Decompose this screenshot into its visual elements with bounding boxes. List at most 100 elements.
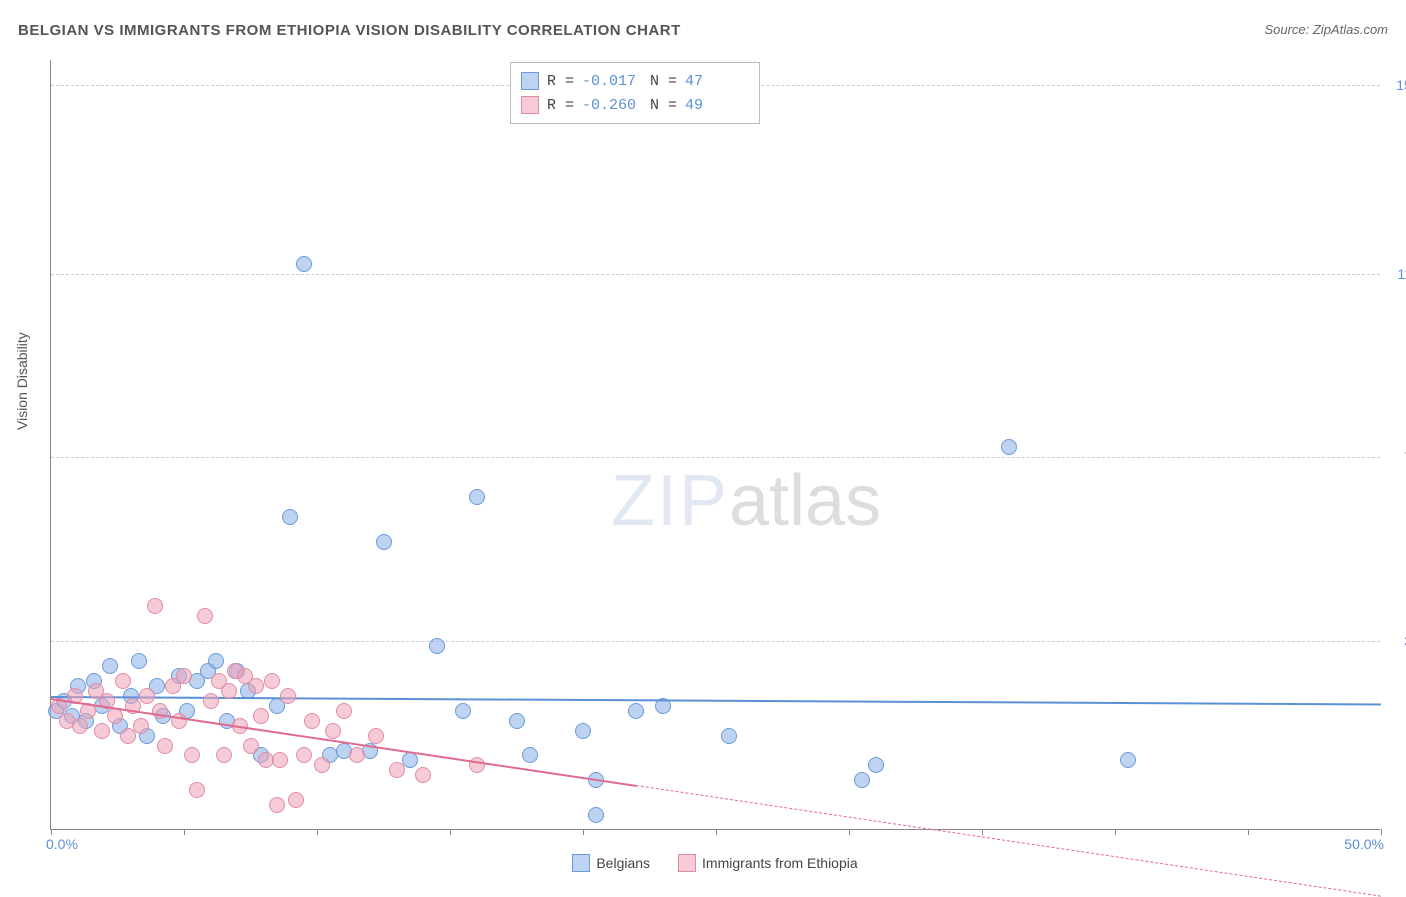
x-tick-mark: [450, 829, 451, 835]
data-point-belgians: [131, 653, 147, 669]
n-label: N =: [650, 97, 677, 114]
data-point-belgians: [628, 703, 644, 719]
x-tick-mark: [317, 829, 318, 835]
x-tick-mark: [583, 829, 584, 835]
data-point-belgians: [509, 713, 525, 729]
data-point-ethiopia: [272, 752, 288, 768]
legend-swatch: [678, 854, 696, 872]
data-point-belgians: [455, 703, 471, 719]
legend-swatch: [572, 854, 590, 872]
x-tick-mark: [184, 829, 185, 835]
data-point-ethiopia: [184, 747, 200, 763]
data-point-belgians: [282, 509, 298, 525]
data-point-ethiopia: [139, 688, 155, 704]
legend-item-ethiopia: Immigrants from Ethiopia: [678, 854, 858, 872]
data-point-ethiopia: [94, 723, 110, 739]
data-point-belgians: [575, 723, 591, 739]
x-tick-mark: [849, 829, 850, 835]
legend-swatch: [521, 72, 539, 90]
data-point-ethiopia: [147, 598, 163, 614]
data-point-ethiopia: [115, 673, 131, 689]
data-point-ethiopia: [288, 792, 304, 808]
data-point-ethiopia: [171, 713, 187, 729]
r-label: R =: [547, 97, 574, 114]
data-point-belgians: [721, 728, 737, 744]
data-point-belgians: [1120, 752, 1136, 768]
data-point-belgians: [208, 653, 224, 669]
legend-label: Belgians: [596, 855, 650, 871]
r-value: -0.260: [582, 97, 642, 114]
data-point-ethiopia: [72, 718, 88, 734]
chart-container: BELGIAN VS IMMIGRANTS FROM ETHIOPIA VISI…: [0, 0, 1406, 892]
title-row: BELGIAN VS IMMIGRANTS FROM ETHIOPIA VISI…: [18, 22, 1388, 46]
plot-area: ZIPatlas 3.8%7.5%11.2%15.0%: [50, 60, 1380, 830]
grid-line: [51, 274, 1380, 275]
data-point-ethiopia: [133, 718, 149, 734]
x-axis-labels: 0.0% 50.0%: [50, 836, 1380, 856]
legend-label: Immigrants from Ethiopia: [702, 855, 858, 871]
legend-item-belgians: Belgians: [572, 854, 650, 872]
x-tick-mark: [1248, 829, 1249, 835]
data-point-ethiopia: [203, 693, 219, 709]
data-point-ethiopia: [415, 767, 431, 783]
data-point-ethiopia: [389, 762, 405, 778]
x-tick-end: 50.0%: [1344, 836, 1384, 852]
n-value: 47: [685, 73, 745, 90]
n-label: N =: [650, 73, 677, 90]
stats-row-ethiopia: R = -0.260 N = 49: [521, 93, 745, 117]
data-point-belgians: [1001, 439, 1017, 455]
n-value: 49: [685, 97, 745, 114]
data-point-ethiopia: [264, 673, 280, 689]
data-point-ethiopia: [248, 678, 264, 694]
data-point-ethiopia: [189, 782, 205, 798]
data-point-ethiopia: [253, 708, 269, 724]
data-point-ethiopia: [280, 688, 296, 704]
y-axis-label: Vision Disability: [14, 332, 30, 430]
data-point-belgians: [588, 807, 604, 823]
r-label: R =: [547, 73, 574, 90]
data-point-belgians: [296, 256, 312, 272]
data-point-ethiopia: [325, 723, 341, 739]
y-tick-label: 11.2%: [1397, 266, 1406, 282]
grid-line: [51, 457, 1380, 458]
trend-line-belgians: [51, 696, 1381, 705]
data-point-ethiopia: [349, 747, 365, 763]
data-point-ethiopia: [221, 683, 237, 699]
watermark-zip: ZIP: [611, 461, 729, 541]
data-point-ethiopia: [197, 608, 213, 624]
r-value: -0.017: [582, 73, 642, 90]
stats-row-belgians: R = -0.017 N = 47: [521, 69, 745, 93]
watermark: ZIPatlas: [611, 460, 881, 542]
source-label: Source: ZipAtlas.com: [1264, 22, 1388, 37]
data-point-ethiopia: [269, 797, 285, 813]
data-point-belgians: [402, 752, 418, 768]
data-point-ethiopia: [314, 757, 330, 773]
y-tick-label: 15.0%: [1396, 77, 1406, 93]
stats-legend: R = -0.017 N = 47 R = -0.260 N = 49: [510, 62, 760, 124]
x-tick-mark: [1115, 829, 1116, 835]
watermark-atlas: atlas: [729, 461, 881, 541]
bottom-legend: Belgians Immigrants from Ethiopia: [50, 854, 1380, 875]
data-point-belgians: [868, 757, 884, 773]
legend-swatch: [521, 96, 539, 114]
data-point-ethiopia: [176, 668, 192, 684]
data-point-ethiopia: [296, 747, 312, 763]
x-tick-mark: [1381, 829, 1382, 835]
data-point-belgians: [522, 747, 538, 763]
x-tick-mark: [716, 829, 717, 835]
data-point-ethiopia: [216, 747, 232, 763]
data-point-ethiopia: [304, 713, 320, 729]
data-point-ethiopia: [157, 738, 173, 754]
x-tick-start: 0.0%: [46, 836, 78, 852]
chart-title: BELGIAN VS IMMIGRANTS FROM ETHIOPIA VISI…: [18, 22, 681, 39]
data-point-belgians: [102, 658, 118, 674]
data-point-belgians: [469, 489, 485, 505]
x-tick-mark: [51, 829, 52, 835]
grid-line: [51, 641, 1380, 642]
data-point-belgians: [429, 638, 445, 654]
data-point-ethiopia: [368, 728, 384, 744]
data-point-belgians: [376, 534, 392, 550]
data-point-ethiopia: [336, 703, 352, 719]
x-tick-mark: [982, 829, 983, 835]
data-point-ethiopia: [243, 738, 259, 754]
